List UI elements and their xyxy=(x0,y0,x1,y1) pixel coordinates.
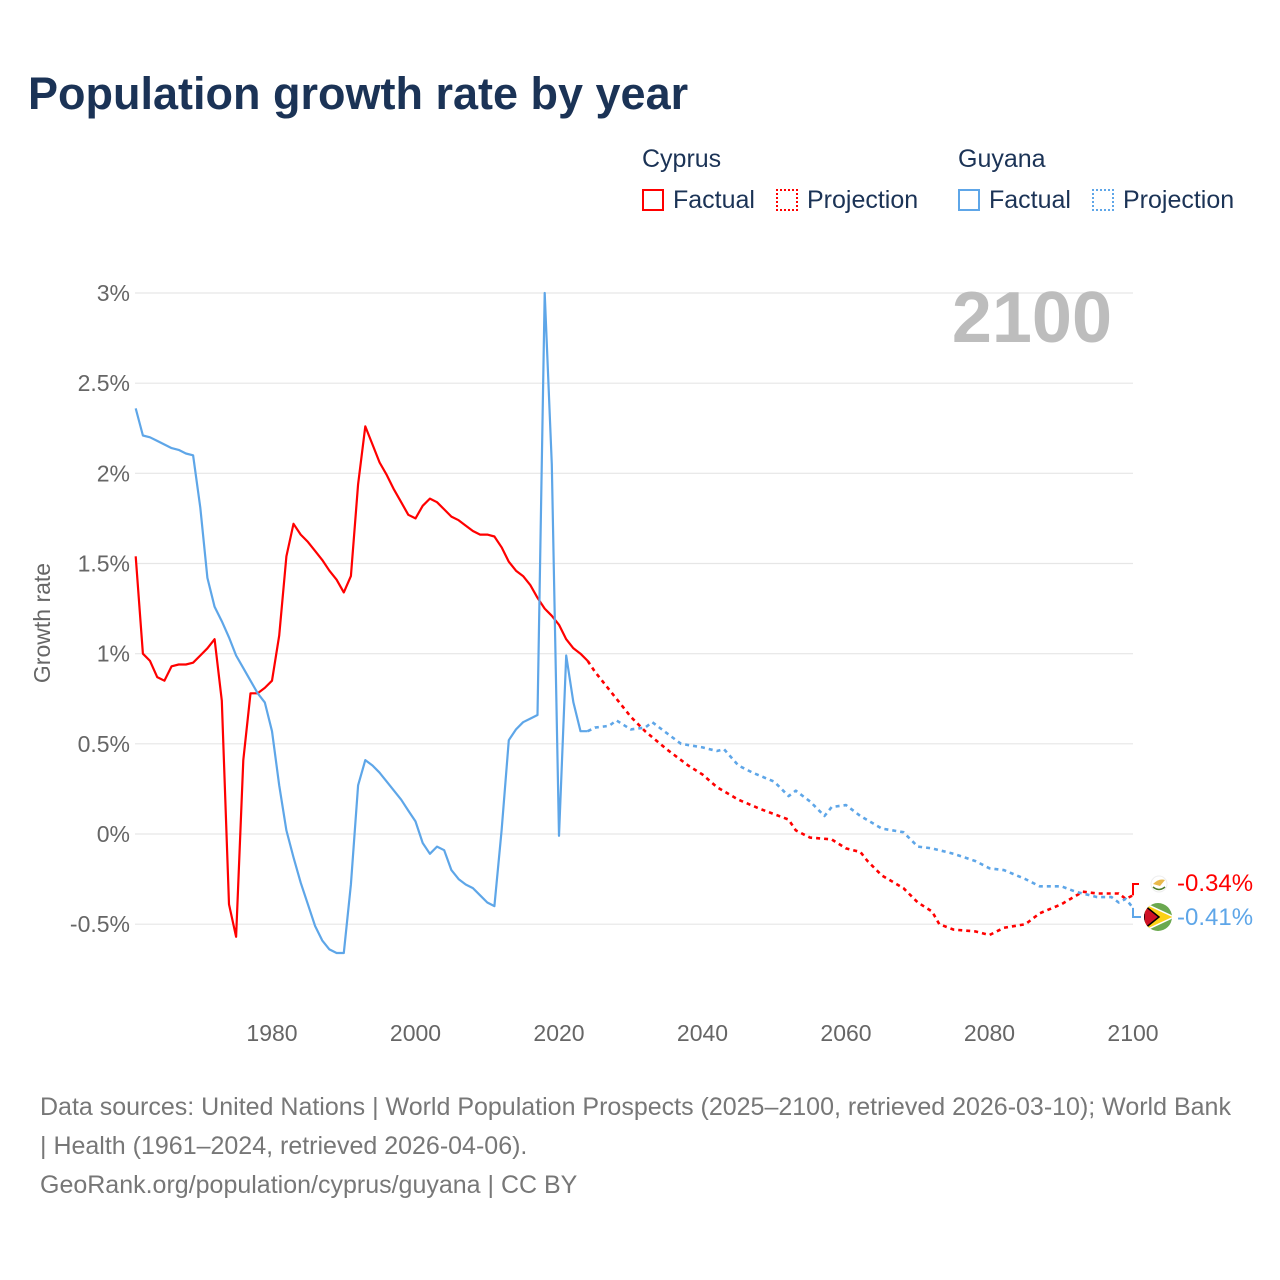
y-tick-label: 0.5% xyxy=(78,731,130,757)
cyprus-end-label: -0.34% xyxy=(1177,870,1253,897)
footer: Data sources: United Nations | World Pop… xyxy=(40,1088,1240,1205)
x-tick-label: 2000 xyxy=(390,1020,441,1046)
x-tick-label: 2020 xyxy=(533,1020,584,1046)
y-tick-label: 1% xyxy=(97,641,130,667)
y-tick-label: 1.5% xyxy=(78,551,130,577)
legend-guyana-projection[interactable]: Projection xyxy=(1123,186,1235,214)
legend-cyprus-factual-swatch xyxy=(642,189,664,211)
data-sources: Data sources: United Nations | World Pop… xyxy=(40,1093,1231,1160)
legend-guyana-factual[interactable]: Factual xyxy=(989,186,1071,214)
guyana-end-label: -0.41% xyxy=(1177,904,1253,931)
guyana-factual-line xyxy=(134,291,588,955)
legend-cyprus-factual[interactable]: Factual xyxy=(673,186,755,214)
y-axis-label: Growth rate xyxy=(29,563,55,683)
y-tick-label: 3% xyxy=(97,280,130,306)
y-tick-label: -0.5% xyxy=(70,911,130,937)
cyprus-label-connector xyxy=(1132,883,1139,896)
legend-cyprus-projection[interactable]: Projection xyxy=(807,186,919,214)
x-tick-label: 1980 xyxy=(246,1020,297,1046)
x-tick-label: 2040 xyxy=(677,1020,728,1046)
current-year-label: 2100 xyxy=(952,278,1112,358)
y-tick-label: 2.5% xyxy=(78,370,130,396)
legend-guyana-title: Guyana xyxy=(958,145,1046,173)
x-tick-label: 2080 xyxy=(964,1020,1015,1046)
guyana-label-connector xyxy=(1132,907,1141,918)
source-link[interactable]: GeoRank.org/population/cyprus/guyana | C… xyxy=(40,1171,578,1199)
x-tick-label: 2060 xyxy=(820,1020,871,1046)
cyprus-flag-icon xyxy=(1150,875,1168,893)
y-tick-label: 0% xyxy=(97,821,130,847)
legend-cyprus-projection-swatch xyxy=(776,189,798,211)
y-tick-label: 2% xyxy=(97,460,130,486)
legend-guyana-factual-swatch xyxy=(958,189,980,211)
legend-cyprus-title: Cyprus xyxy=(642,145,722,173)
cyprus-projection-line xyxy=(586,660,1134,937)
guyana-projection-line xyxy=(587,719,1135,909)
guyana-flag-icon xyxy=(1144,903,1172,931)
chart-title: Population growth rate by year xyxy=(28,68,689,119)
legend-guyana-projection-swatch xyxy=(1092,189,1114,211)
cyprus-factual-line xyxy=(134,425,589,938)
x-tick-label: 2100 xyxy=(1107,1020,1158,1046)
